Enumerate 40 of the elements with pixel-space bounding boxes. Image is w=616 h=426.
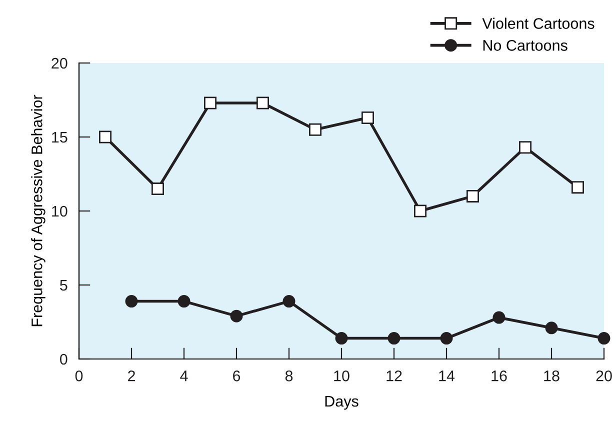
point xyxy=(152,182,164,196)
y-tick-label: 10 xyxy=(52,206,68,217)
x-tick-label: 18 xyxy=(544,370,560,382)
y-axis-title: Frequency of Aggressive Behavior xyxy=(31,94,46,326)
x-tick-label: 6 xyxy=(233,370,240,382)
point xyxy=(335,332,348,345)
point xyxy=(256,96,269,110)
point xyxy=(178,295,190,308)
x-tick-label: 20 xyxy=(596,370,612,382)
point xyxy=(388,332,400,345)
legend-label: No Cartoons xyxy=(483,40,568,51)
y-tick-label: 5 xyxy=(60,280,68,291)
point xyxy=(466,190,479,202)
point xyxy=(545,322,558,334)
point xyxy=(440,332,453,345)
x-tick-label: 4 xyxy=(180,370,188,382)
point xyxy=(230,310,243,322)
x-tick-label: 14 xyxy=(439,370,455,382)
x-tick-label: 0 xyxy=(75,370,83,382)
x-tick-label: 8 xyxy=(285,370,293,382)
point xyxy=(125,295,138,308)
x-tick-label: 10 xyxy=(334,370,350,382)
point xyxy=(414,204,426,218)
point xyxy=(362,112,374,124)
y-tick-label: 20 xyxy=(52,58,68,69)
x-tick-label: 12 xyxy=(386,370,402,382)
point xyxy=(282,295,296,308)
y-tick-label: 15 xyxy=(52,132,68,143)
point xyxy=(598,332,610,345)
x-tick-label: 16 xyxy=(492,370,507,382)
point xyxy=(572,181,584,194)
point xyxy=(99,130,112,144)
x-axis-title: Days xyxy=(325,396,358,410)
legend-label: Violent Cartoons xyxy=(482,18,594,29)
point xyxy=(519,141,532,154)
point xyxy=(492,311,506,324)
y-tick-label: 0 xyxy=(60,354,68,365)
x-tick-label: 2 xyxy=(128,370,135,382)
point xyxy=(309,123,322,136)
point xyxy=(204,96,216,110)
